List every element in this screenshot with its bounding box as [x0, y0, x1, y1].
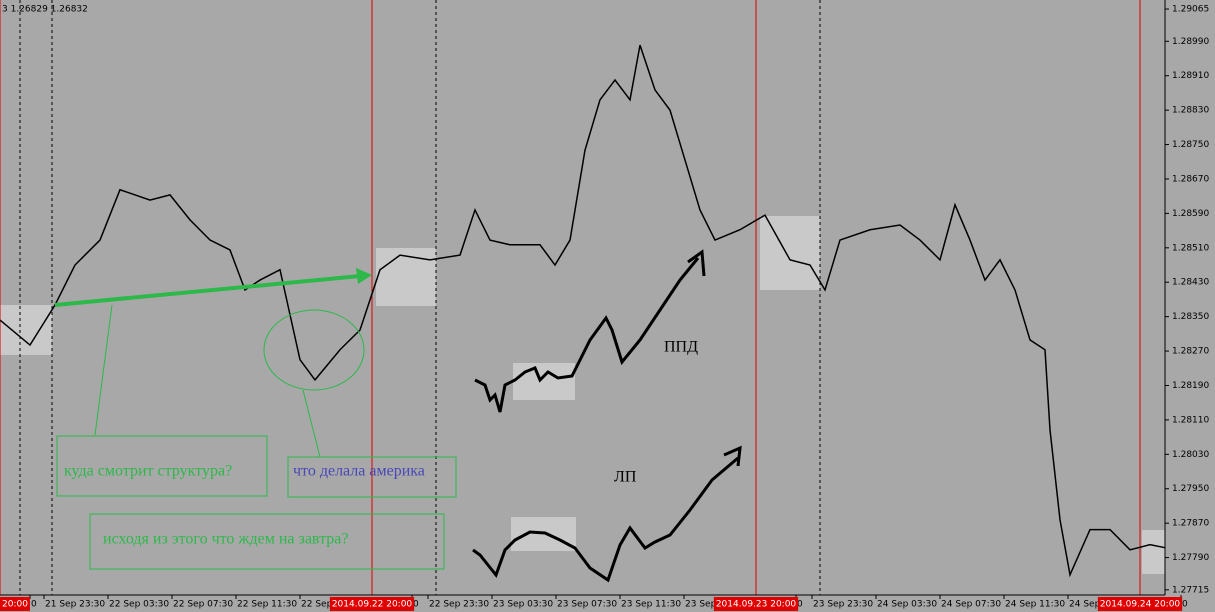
x-tick-label: 21 Sep 23:30 [45, 600, 105, 610]
y-tick-label: 1.27715 [1172, 585, 1209, 595]
x-tick-label: 0 [1182, 600, 1188, 610]
x-tick-label: 24 Sep 07:30 [941, 600, 1001, 610]
x-tick-label: 0 [31, 600, 37, 610]
green-arrow [54, 274, 361, 307]
x-tick-label: 23 Sep 23:30 [813, 600, 873, 610]
annotation: ППД [664, 339, 698, 356]
x-tick-label: 22 Sep [301, 600, 333, 610]
pointer [302, 389, 321, 458]
x-tick-label: 0 [797, 600, 803, 610]
annotation: куда смотрит структура? [64, 463, 232, 480]
pointer [94, 304, 113, 436]
scribble [474, 249, 706, 413]
x-tick-label: 23 Sep [685, 600, 717, 610]
note-box [89, 513, 445, 570]
session-label: 20:00 [2, 600, 28, 610]
session-label-bg [1097, 597, 1183, 611]
x-tick-label: 23 Sep 11:30 [621, 600, 681, 610]
session-box [1142, 530, 1165, 574]
y-tick-label: 1.28670 [1172, 174, 1209, 184]
session-label: 2014.09.23 20:00 [716, 600, 797, 610]
x-tick-label: 23 Sep 03:30 [493, 600, 553, 610]
x-tick-label: 0 [413, 600, 419, 610]
y-tick-label: 1.28910 [1172, 71, 1209, 81]
note-box [287, 456, 457, 498]
x-tick-label: 22 Sep 07:30 [173, 600, 233, 610]
x-tick-label: 24 Sep 03:30 [877, 600, 937, 610]
session-label-bg [0, 597, 30, 611]
session-label-bg [713, 597, 799, 611]
session-box [376, 248, 436, 306]
y-tick-label: 1.27790 [1172, 553, 1209, 563]
y-tick-label: 1.28990 [1172, 37, 1209, 47]
session-box [513, 363, 575, 400]
price-line [0, 44, 1166, 578]
y-tick-label: 1.28110 [1172, 415, 1209, 425]
y-tick-label: 1.29065 [1172, 5, 1209, 15]
scribble [472, 445, 742, 583]
y-tick-label: 1.28510 [1172, 243, 1209, 253]
annotation: ЛП [614, 469, 637, 486]
y-tick-label: 1.27950 [1172, 484, 1209, 494]
x-tick-label: 22 Sep 23:30 [429, 600, 489, 610]
y-tick-label: 1.28430 [1172, 278, 1209, 288]
session-boxes [0, 216, 1165, 574]
note-box [56, 435, 268, 497]
session-label-bg [329, 597, 415, 611]
x-tick-label: 24 Sep [1069, 600, 1101, 610]
y-tick-label: 1.28590 [1172, 209, 1209, 219]
y-tick-label: 1.27870 [1172, 519, 1209, 529]
session-box [0, 305, 52, 355]
x-tick-label: 22 Sep 03:30 [109, 600, 169, 610]
annotation: что делала америка [293, 463, 425, 480]
y-tick-label: 1.28830 [1172, 106, 1209, 116]
session-box [760, 216, 820, 290]
x-tick-label: 22 Sep 11:30 [237, 600, 297, 610]
header-quote: 3 1.26829 1.26832 [2, 5, 88, 15]
session-label: 2014.09.24 20:00 [1100, 600, 1181, 610]
y-tick-label: 1.28350 [1172, 312, 1209, 322]
y-tick-label: 1.28750 [1172, 140, 1209, 150]
y-tick-label: 1.28190 [1172, 381, 1209, 391]
session-label: 2014.09.22 20:00 [332, 600, 413, 610]
y-tick-label: 1.28270 [1172, 347, 1209, 357]
circle-note [263, 309, 365, 391]
x-tick-label: 23 Sep 07:30 [557, 600, 617, 610]
y-tick-label: 1.28030 [1172, 450, 1209, 460]
x-tick-label: 24 Sep 11:30 [1005, 600, 1065, 610]
annotation: исходя из этого что ждем на завтра? [103, 531, 348, 548]
arrow-head [356, 268, 372, 284]
